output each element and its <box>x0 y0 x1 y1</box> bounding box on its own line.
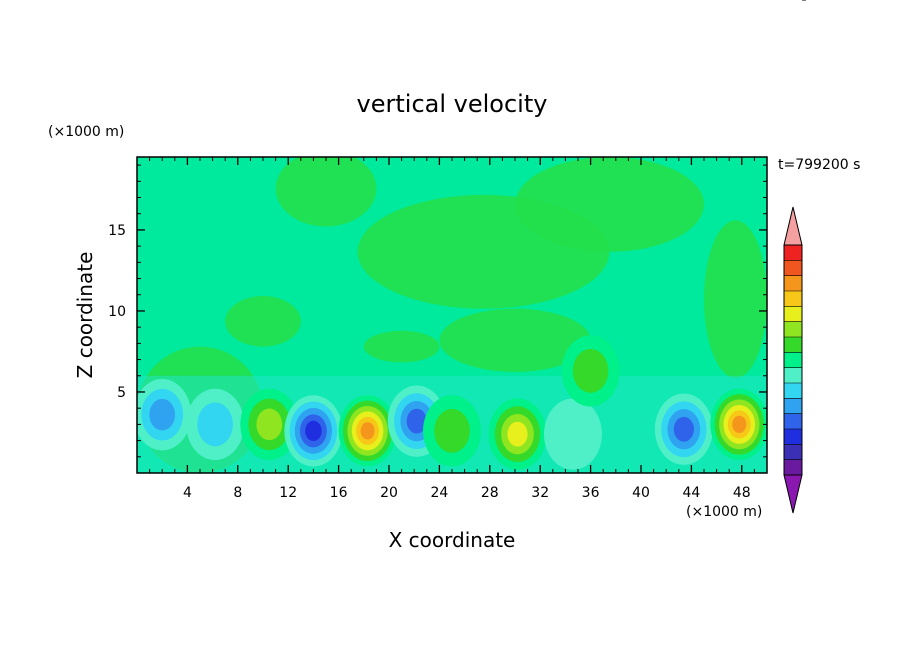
field-patch <box>704 220 767 379</box>
colorbar-segment <box>784 367 802 383</box>
y-tick-label: 5 <box>117 385 126 401</box>
colorbar-under-arrow <box>783 474 803 514</box>
cell-contour <box>732 415 747 434</box>
plot-area <box>137 157 767 473</box>
x-axis-label: X coordinate <box>389 528 516 552</box>
cell-contour <box>543 398 602 470</box>
cell-contour <box>572 348 609 393</box>
x-axis-ticks: 4 8 12 16 20 24 28 32 36 40 44 48 <box>149 157 755 501</box>
x-tick-label: 16 <box>330 485 348 501</box>
convective-cell <box>186 388 245 461</box>
colorbar-segment <box>784 383 802 399</box>
colorbar-label: 18 <box>810 0 828 4</box>
cell-contour <box>406 408 427 434</box>
field-patch <box>275 157 377 227</box>
y-tick-label: 10 <box>108 304 126 320</box>
colorbar-segment <box>784 306 802 322</box>
cell-contour <box>434 408 470 453</box>
convective-cell <box>488 398 547 470</box>
cell-contour <box>305 420 322 442</box>
field-patch <box>439 308 591 372</box>
x-tick-label: 48 <box>733 485 751 501</box>
y-axis-label: Z coordinate <box>73 252 97 379</box>
x-tick-label: 4 <box>183 485 192 501</box>
field-patch <box>225 296 301 347</box>
convective-cell <box>284 395 343 467</box>
convective-cell <box>710 388 767 461</box>
convective-cell <box>423 395 481 467</box>
x-tick-label: 20 <box>380 485 398 501</box>
colorbar-label: -18 <box>810 0 833 4</box>
colorbar-segment <box>784 444 802 460</box>
colorbar-label: 12 <box>810 0 828 4</box>
cell-contour <box>256 408 283 441</box>
colorbar-label: 6 <box>810 0 819 4</box>
colorbar-segment <box>784 413 802 429</box>
x-tick-label: 44 <box>682 485 700 501</box>
feature-cells <box>137 335 767 470</box>
cell-contour <box>149 398 176 431</box>
y-tick-label: 15 <box>108 223 126 239</box>
x-tick-label: 36 <box>582 485 600 501</box>
time-label: t=799200 s <box>778 157 860 173</box>
cell-contour <box>673 416 694 442</box>
colorbar-label: -12 <box>810 0 833 4</box>
colorbar-segment <box>784 260 802 276</box>
x-tick-label: 8 <box>233 485 242 501</box>
colorbar-label: -6 <box>810 0 824 4</box>
colorbar-frame <box>783 244 803 476</box>
convective-cell <box>338 395 397 467</box>
chart-title: vertical velocity <box>357 90 548 118</box>
x-tick-label: 40 <box>632 485 650 501</box>
colorbar-label: 0 <box>810 0 819 4</box>
convective-cell <box>137 379 192 451</box>
colorbar-segment <box>784 337 802 353</box>
colorbar-segment <box>784 398 802 414</box>
colorbar-segment <box>784 321 802 337</box>
colorbar: 181260-6-12-18 <box>783 0 833 514</box>
field-patch <box>363 330 440 363</box>
y-axis-ticks: 5 10 15 <box>108 164 767 458</box>
colorbar-segment <box>784 245 802 261</box>
y-axis-unit: (×1000 m) <box>48 124 124 140</box>
colorbar-segment <box>784 429 802 445</box>
x-tick-label: 12 <box>279 485 297 501</box>
convective-cell <box>561 335 620 407</box>
colorbar-over-arrow <box>783 206 803 246</box>
convective-cell <box>654 393 713 465</box>
colorbar-segment <box>784 275 802 291</box>
cell-contour <box>360 422 375 440</box>
cell-contour <box>507 421 528 447</box>
x-tick-label: 24 <box>430 485 448 501</box>
convective-cell <box>240 388 299 461</box>
convective-cell <box>543 398 602 470</box>
x-axis-unit: (×1000 m) <box>686 504 762 520</box>
cell-contour <box>197 402 233 447</box>
colorbar-segment <box>784 459 802 475</box>
x-tick-label: 32 <box>531 485 549 501</box>
colorbar-segment <box>784 291 802 307</box>
colorbar-segment <box>784 352 802 368</box>
field-patch <box>515 157 704 252</box>
x-tick-label: 28 <box>481 485 499 501</box>
